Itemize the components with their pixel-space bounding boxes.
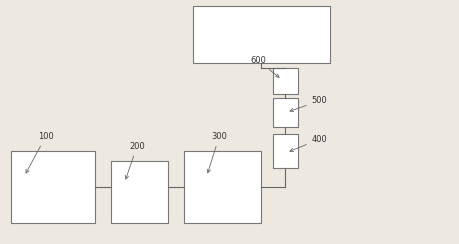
Text: 100: 100 <box>26 132 54 173</box>
Text: 400: 400 <box>290 135 327 152</box>
Bar <box>11 151 95 223</box>
Bar <box>111 161 168 223</box>
Text: 600: 600 <box>250 56 279 77</box>
Text: 200: 200 <box>125 142 145 179</box>
Text: 500: 500 <box>290 96 327 112</box>
Bar <box>193 6 330 63</box>
Bar <box>273 68 298 94</box>
Bar <box>184 151 262 223</box>
Text: 300: 300 <box>207 132 227 173</box>
Bar <box>273 134 298 168</box>
Bar <box>273 98 298 127</box>
